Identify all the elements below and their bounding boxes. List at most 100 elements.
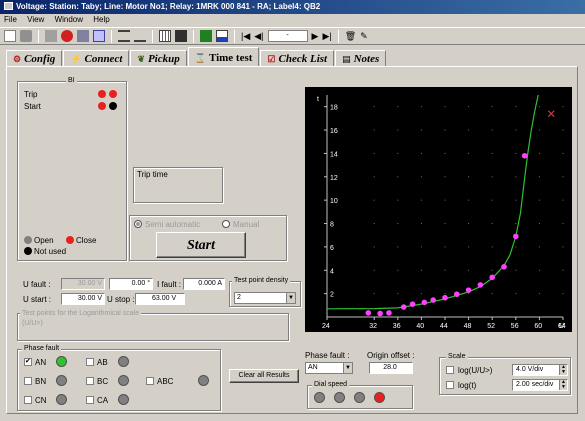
grid-dot [397,129,399,131]
tab-time-test[interactable]: ⌛ Time test [187,47,260,67]
test-point [501,263,507,270]
ab-checkbox[interactable] [86,358,94,366]
spinner-icon[interactable]: ▲ ▼ [559,365,567,375]
first-icon[interactable]: |◀ [241,30,251,41]
dial-speed-label: Dial speed [312,381,350,388]
i-fault-field[interactable]: 0.000 A [183,278,225,290]
dial-speed-4[interactable] [374,392,385,403]
grid-dot [515,293,517,295]
density-select[interactable]: 2 ▼ [234,292,296,304]
chevron-down-icon: ▼ [343,363,352,373]
grid-dot [515,152,517,154]
record-icon[interactable] [61,30,73,42]
plot-curve [326,94,539,310]
tab-pickup[interactable]: ❦ Pickup [130,50,187,67]
test-point [477,282,484,288]
semi-automatic-label: Semi automatic [145,220,201,229]
grid-dot [468,176,470,178]
disk-icon[interactable] [77,30,89,42]
report-icon[interactable] [93,30,105,42]
tab-strip: ⚙ Config ⚡ Connect ❦ Pickup ⌛ Time test ☑ Che… [6,47,387,67]
i-fault-label: I fault : [157,280,182,289]
grid-dot [373,199,375,201]
menu-view[interactable]: View [27,15,45,24]
table-icon[interactable] [175,30,187,42]
phase-fault-label: Phase fault [22,345,62,352]
spinner-icon[interactable]: ▲ ▼ [559,380,567,390]
x-tick-label: 24 [322,323,330,330]
an-checkbox[interactable]: ✔ [24,358,32,366]
chart-icon[interactable] [216,30,228,42]
bn-checkbox[interactable] [24,377,32,385]
x-tick-label: 44 [440,323,448,330]
delete-icon[interactable]: 🗑 [344,30,357,41]
record-navigator-field[interactable]: - [267,30,308,42]
bottom-phase-fault-select[interactable]: AN ▼ [305,362,353,374]
u-start-field[interactable]: 30.00 V [61,293,105,305]
log-t-field[interactable]: 2.00 sec/div ▲ ▼ [512,379,568,391]
new-file-icon[interactable] [4,30,16,42]
semi-automatic-radio[interactable] [134,220,142,228]
tab-check-list[interactable]: ☑ Check List [260,50,335,67]
log-t-checkbox[interactable] [446,381,454,389]
tab-config[interactable]: ⚙ Config [6,50,63,67]
cross-marker [547,110,555,118]
grid-dot [444,269,446,271]
clear-all-results-button[interactable]: Clear all Results [229,369,299,383]
u-fault-label: U fault : [23,280,51,289]
log-u-field[interactable]: 4.0 V/div ▲ ▼ [512,364,568,376]
next-icon[interactable]: ▶ [311,30,319,41]
time-test-page: BI Trip Start Open Close Not used Trip t… [6,66,578,414]
ca-checkbox[interactable] [86,396,94,404]
grid-dot [515,106,517,108]
start-button[interactable]: Start [156,232,246,258]
grid-dot [420,246,422,248]
menu-file[interactable]: File [4,15,17,24]
angle-field[interactable]: 0.00 ° [109,278,153,290]
test-points-box: Test points for the Logarithmical scale … [17,310,289,341]
title-bar: Voltage: Station: Taby; Line: Motor No1;… [0,0,585,14]
plot-points [365,110,555,317]
test-point [442,294,448,301]
origin-offset-field[interactable]: 28.0 [369,362,413,374]
x-tick-label: 40 [416,323,424,330]
tab-notes[interactable]: ▤ Notes [335,50,387,67]
u-fault-field[interactable]: 30.00 V [61,278,105,290]
tab-connect[interactable]: ⚡ Connect [63,50,130,67]
log-t-label: log(t) [458,381,477,390]
last-icon[interactable]: ▶| [322,30,332,41]
bc-checkbox[interactable] [86,377,94,385]
grid-dot [468,106,470,108]
grid-dot [373,176,375,178]
print-icon[interactable] [20,30,32,42]
dial-speed-2[interactable] [334,392,345,403]
menu-help[interactable]: Help [93,15,110,24]
test-point [465,287,472,293]
wave-icon[interactable] [134,30,146,42]
menu-window[interactable]: Window [54,15,84,24]
grid-dot [538,293,540,295]
u-stop-label: U stop : [107,295,135,304]
dial-speed-1[interactable] [314,392,325,403]
list-icon[interactable] [118,30,130,42]
cn-led [56,394,67,405]
dial-speed-3[interactable] [354,392,365,403]
ab-led [118,356,129,367]
monitor-icon[interactable] [200,30,212,42]
grid-dot [515,223,517,225]
cn-label: CN [35,396,47,405]
u-stop-field[interactable]: 63.00 V [135,293,185,305]
an-led [56,356,67,367]
legend-open-led [24,236,32,244]
prev-icon[interactable]: ◀| [254,30,264,41]
log-u-checkbox[interactable] [446,366,454,374]
grid-icon[interactable] [159,30,171,42]
edit-icon[interactable]: ✎ [360,30,368,41]
cn-checkbox[interactable] [24,396,32,404]
connect-icon[interactable] [45,30,57,42]
manual-radio[interactable] [222,220,230,228]
grid-dot [373,106,375,108]
abc-checkbox[interactable] [146,377,154,385]
